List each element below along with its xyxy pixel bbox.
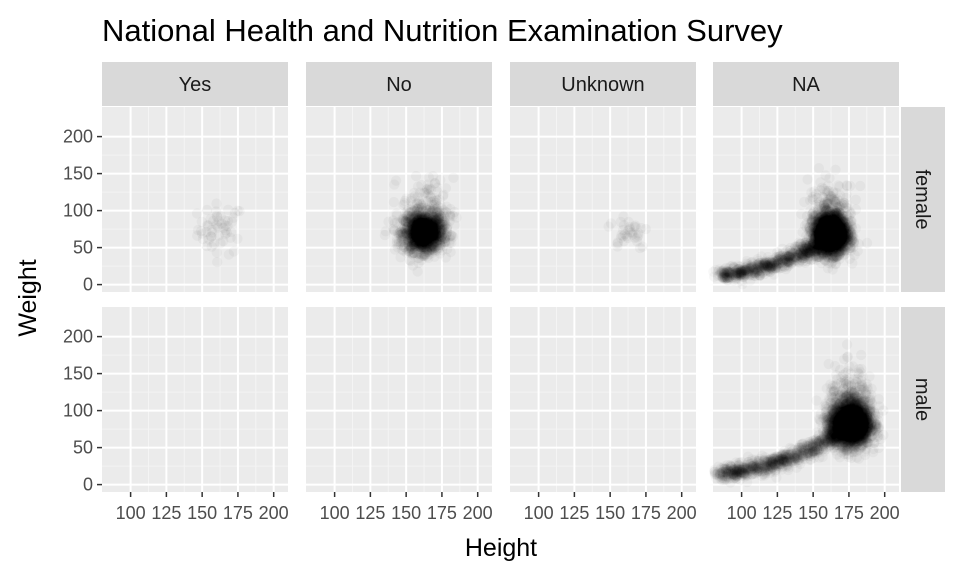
data-point	[411, 171, 421, 181]
panel-unknown-male	[510, 307, 696, 492]
panel-no-female	[306, 107, 492, 292]
data-point	[380, 230, 390, 240]
panel-background	[102, 107, 288, 292]
panel-yes-female	[102, 107, 288, 292]
panel-na-male	[713, 307, 899, 492]
data-point	[807, 215, 817, 225]
data-point	[612, 238, 622, 248]
data-point	[802, 174, 812, 184]
data-point	[831, 208, 841, 218]
data-point	[429, 193, 439, 203]
data-point	[842, 181, 852, 191]
data-point	[431, 216, 441, 226]
data-point	[841, 202, 851, 212]
data-point	[416, 244, 426, 254]
data-point	[831, 252, 841, 262]
data-point	[209, 239, 219, 249]
data-point	[636, 223, 646, 233]
data-point	[218, 236, 228, 246]
panel-background	[306, 107, 492, 292]
data-point	[391, 176, 401, 186]
panel-background	[102, 307, 288, 492]
panel-background	[713, 307, 899, 492]
data-point	[211, 198, 221, 208]
data-point	[825, 191, 835, 201]
data-point	[212, 257, 222, 267]
data-point	[603, 221, 613, 231]
data-point	[855, 181, 865, 191]
data-point	[827, 264, 837, 274]
data-point	[445, 211, 455, 221]
data-point	[408, 200, 418, 210]
data-point	[232, 234, 242, 244]
data-point	[212, 211, 222, 221]
panel-na-female	[713, 107, 899, 292]
data-point	[448, 173, 458, 183]
data-point	[224, 249, 234, 259]
data-point	[202, 205, 212, 215]
data-point	[618, 211, 628, 221]
data-point	[838, 230, 848, 240]
data-point	[428, 171, 438, 181]
data-point	[430, 206, 440, 216]
chart-title: National Health and Nutrition Examinatio…	[102, 13, 783, 48]
data-point	[847, 258, 857, 268]
data-point	[409, 211, 419, 221]
data-point	[409, 188, 419, 198]
data-point	[389, 197, 399, 207]
panel-unknown-female	[510, 107, 696, 292]
data-point	[435, 248, 445, 258]
panel-yes-male	[102, 307, 288, 492]
data-point	[192, 208, 202, 218]
data-point	[862, 238, 872, 248]
panel-no-male	[306, 307, 492, 492]
panel-background	[713, 107, 899, 292]
data-point	[432, 233, 442, 243]
data-point	[206, 225, 216, 235]
panel-background	[510, 307, 696, 492]
data-point	[843, 215, 853, 225]
panel-background	[510, 107, 696, 292]
data-point	[830, 165, 840, 175]
data-point	[234, 206, 244, 216]
panels-layer: Yes No Unknown NAfemalemale0501001502000501…	[63, 62, 945, 523]
data-point	[851, 195, 861, 205]
panel-background	[306, 307, 492, 492]
data-point	[625, 227, 635, 237]
data-point	[824, 173, 834, 183]
